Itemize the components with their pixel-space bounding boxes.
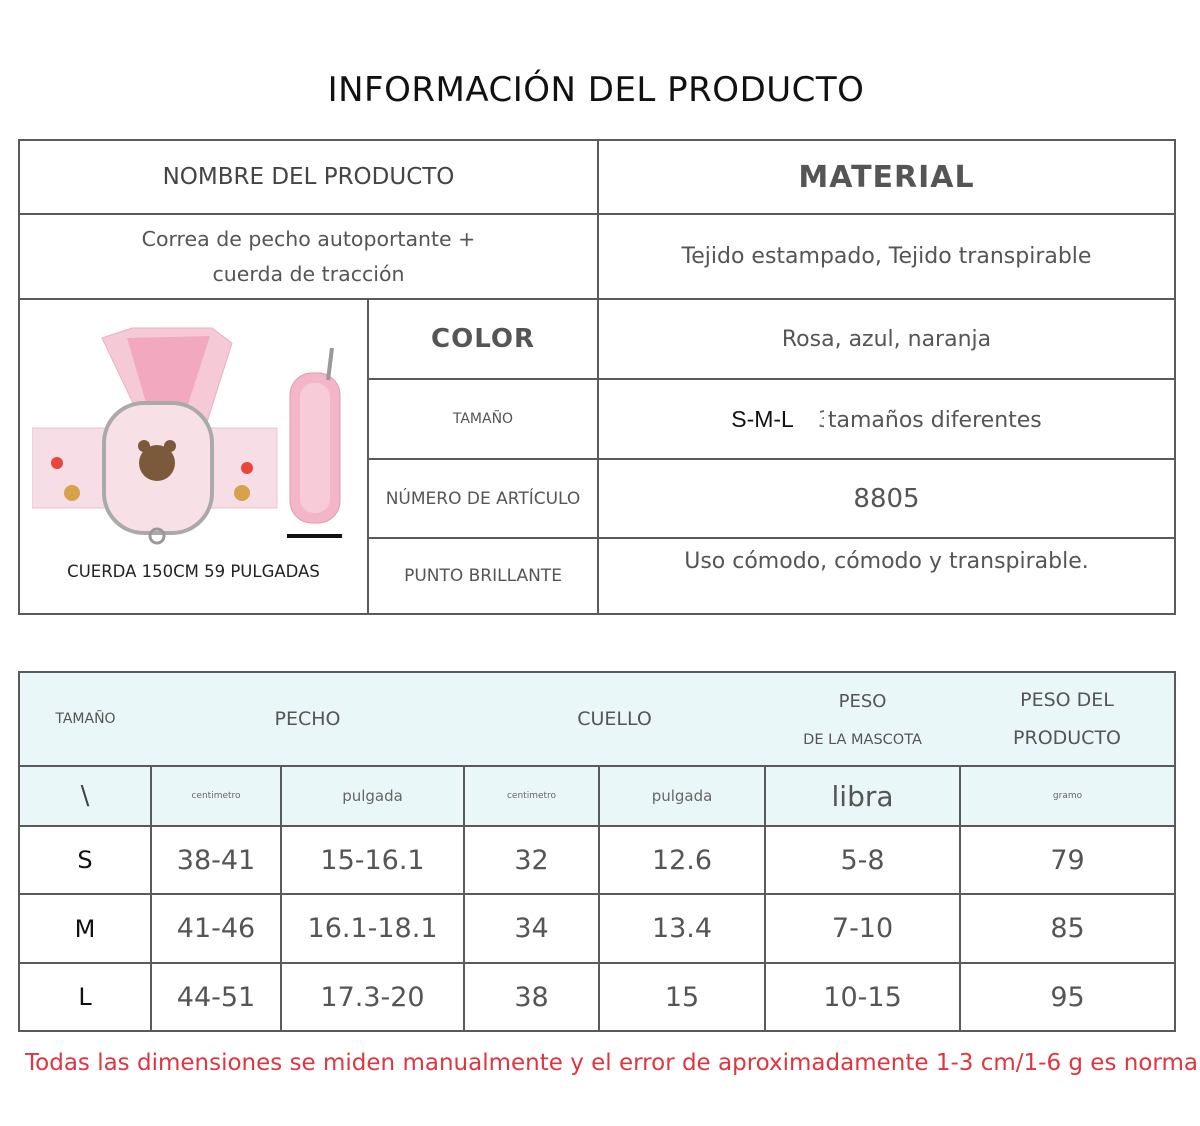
data-cell: 32 — [463, 825, 601, 895]
header-product-weight: PESO DEL PRODUCTO — [960, 671, 1177, 767]
data-cell: 38 — [463, 962, 601, 1032]
size-suffix-digit: 3 — [818, 408, 824, 433]
header-neck: CUELLO — [464, 671, 766, 767]
data-cell: 15-16.1 — [279, 825, 466, 895]
data-cell: 12.6 — [598, 825, 767, 895]
unit-cell: centimetro — [463, 765, 601, 827]
size-cell: M — [18, 893, 152, 964]
table-row: S 38-41 15-16.1 32 12.6 5-8 79 — [18, 825, 1177, 895]
data-cell: 13.4 — [598, 893, 767, 964]
header-product-weight-line1: PESO DEL — [1020, 689, 1114, 711]
header-product-weight-line2: PRODUCTO — [1013, 727, 1122, 749]
unit-cell: pulgada — [279, 765, 466, 827]
unit-cell: gramo — [959, 765, 1177, 827]
data-cell: 7-10 — [764, 893, 962, 964]
table-row: M 41-46 16.1-18.1 34 13.4 7-10 85 — [18, 893, 1177, 964]
header-size: TAMAÑO — [18, 671, 151, 767]
table-row: L 44-51 17.3-20 38 15 10-15 95 — [18, 962, 1177, 1032]
highlight-value: Uso cómodo, cómodo y transpirable. — [597, 537, 1176, 615]
size-cell: S — [18, 825, 152, 895]
product-info-table: NOMBRE DEL PRODUCTO MATERIAL Correa de p… — [18, 139, 1176, 615]
harness-image — [32, 327, 342, 545]
size-value-cell: S-M-L 3tamaños diferentes — [597, 378, 1176, 460]
unit-cell: libra — [764, 765, 962, 827]
item-number-label: NÚMERO DE ARTÍCULO — [367, 458, 599, 539]
data-cell: 79 — [959, 825, 1177, 895]
size-cell: L — [18, 962, 152, 1032]
data-cell: 44-51 — [150, 962, 282, 1032]
size-value: S-M-L — [731, 405, 794, 432]
material-value: Tejido estampado, Tejido transpirable — [597, 213, 1176, 300]
header-chest: PECHO — [151, 671, 465, 767]
material-label: MATERIAL — [597, 139, 1176, 215]
header-pet-weight-line1: PESO — [838, 690, 887, 712]
units-row: \ centimetro pulgada centimetro pulgada … — [18, 765, 1177, 827]
size-label: TAMAÑO — [367, 378, 599, 460]
highlight-label: PUNTO BRILLANTE — [367, 537, 599, 615]
header-pet-weight-line2: DE LA MASCOTA — [803, 731, 922, 748]
size-suffix: tamaños diferentes — [827, 407, 1042, 433]
page-title: INFORMACIÓN DEL PRODUCTO — [327, 70, 865, 110]
measurement-footnote: Todas las dimensiones se miden manualmen… — [25, 1050, 1200, 1076]
unit-cell: \ — [18, 765, 152, 827]
unit-cell: pulgada — [598, 765, 767, 827]
data-cell: 17.3-20 — [279, 962, 466, 1032]
item-number-value: 8805 — [597, 458, 1176, 539]
data-cell: 15 — [598, 962, 767, 1032]
data-cell: 16.1-18.1 — [279, 893, 466, 964]
product-image-cell: CUERDA 150CM 59 PULGADAS — [18, 298, 369, 615]
color-value: Rosa, azul, naranja — [597, 298, 1176, 380]
data-cell: 41-46 — [150, 893, 282, 964]
product-name-value: Correa de pecho autoportante + cuerda de… — [18, 213, 599, 300]
data-cell: 85 — [959, 893, 1177, 964]
data-cell: 38-41 — [150, 825, 282, 895]
data-cell: 34 — [463, 893, 601, 964]
color-label: COLOR — [367, 298, 599, 380]
header-pet-weight: PESO DE LA MASCOTA — [765, 671, 961, 767]
data-cell: 5-8 — [764, 825, 962, 895]
data-cell: 95 — [959, 962, 1177, 1032]
product-name-label: NOMBRE DEL PRODUCTO — [18, 139, 599, 215]
unit-cell: centimetro — [150, 765, 282, 827]
data-cell: 10-15 — [764, 962, 962, 1032]
size-table: TAMAÑO PECHO CUELLO PESO DE LA MASCOTA P… — [18, 671, 1177, 1032]
image-caption: CUERDA 150CM 59 PULGADAS — [67, 562, 320, 581]
